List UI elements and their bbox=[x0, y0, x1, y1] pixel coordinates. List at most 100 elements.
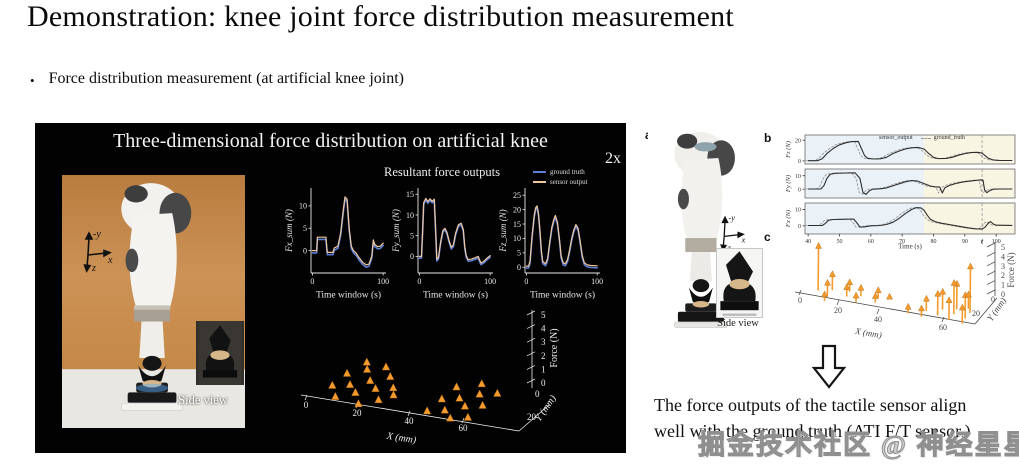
svg-text:15: 15 bbox=[406, 190, 414, 199]
svg-text:0: 0 bbox=[798, 224, 801, 230]
svg-text:Time window (s): Time window (s) bbox=[423, 290, 488, 300]
svg-text:3: 3 bbox=[541, 337, 546, 347]
conclusion-caption: The force outputs of the tactile sensor … bbox=[654, 392, 1019, 444]
svg-text:40: 40 bbox=[874, 315, 882, 324]
svg-text:20: 20 bbox=[972, 309, 980, 318]
svg-text:0: 0 bbox=[524, 277, 528, 286]
legend-label: ground truth bbox=[550, 168, 585, 176]
robot-experiment-photo: -y x z Side view bbox=[62, 175, 245, 428]
down-arrow-icon bbox=[812, 344, 846, 389]
svg-text:100: 100 bbox=[484, 277, 496, 286]
panel-b-label: b bbox=[764, 131, 772, 145]
panel-c-label: c bbox=[764, 230, 771, 244]
bullet-marker: • bbox=[30, 73, 35, 88]
svg-text:40: 40 bbox=[805, 239, 811, 245]
robot-arm-graphic bbox=[673, 131, 735, 328]
axis-label-y: -y bbox=[93, 229, 101, 240]
chart-fy-sum: 0 5 10 15 0 100 Fy_sum (N) Time window (s) bbox=[392, 180, 498, 299]
svg-text:X (mm): X (mm) bbox=[385, 431, 418, 447]
watermark-text: 掘金技术社区 @ 神经星星 bbox=[698, 430, 1019, 461]
svg-text:0: 0 bbox=[303, 246, 307, 255]
svg-text:0: 0 bbox=[798, 296, 802, 305]
figure-robot-photo: -y x z Side view bbox=[648, 126, 763, 338]
chart-force-distribution-3d: 0 20 40 60 5 4 3 2 1 0 0 20 X (mm) Y (mm) Force (N) bbox=[285, 298, 620, 450]
svg-text:100: 100 bbox=[992, 239, 1001, 245]
svg-text:20: 20 bbox=[353, 408, 363, 418]
svg-text:10: 10 bbox=[513, 234, 521, 243]
svg-text:Fz_sum (N): Fz_sum (N) bbox=[499, 209, 508, 252]
coordinate-axes-icon: -y x z bbox=[83, 229, 113, 273]
svg-text:5: 5 bbox=[1001, 243, 1005, 252]
svg-text:20: 20 bbox=[795, 138, 801, 144]
bullet-text: Force distribution measurement (at artif… bbox=[48, 70, 404, 87]
video-frame-panel: Three-dimensional force distribution on … bbox=[35, 123, 626, 453]
caption-line-2: well with the ground truth (ATI F/T sens… bbox=[654, 421, 971, 441]
legend-item: sensor_output bbox=[866, 135, 913, 141]
svg-text:80: 80 bbox=[931, 239, 937, 245]
svg-text:0: 0 bbox=[410, 252, 414, 261]
bullet-item: • Force distribution measurement (at art… bbox=[30, 70, 404, 92]
svg-text:Time window (s): Time window (s) bbox=[530, 290, 595, 300]
legend-label: ground_truth bbox=[933, 135, 966, 141]
axis-label-z: z bbox=[91, 263, 96, 273]
svg-text:20: 20 bbox=[513, 205, 521, 214]
robot-arm-graphic bbox=[120, 183, 192, 411]
svg-text:Time (s): Time (s) bbox=[898, 243, 922, 251]
svg-text:20: 20 bbox=[834, 306, 842, 315]
svg-text:10: 10 bbox=[795, 174, 801, 180]
svg-text:20: 20 bbox=[527, 412, 537, 422]
svg-text:0: 0 bbox=[517, 263, 521, 272]
svg-text:0: 0 bbox=[417, 277, 421, 286]
chart-svg-fz_sum: 0 5 10 15 20 25 0 100 Fz_sum (N) Time window (s) bbox=[499, 188, 603, 300]
legend-line-swatch bbox=[920, 137, 931, 139]
svg-text:Force (N): Force (N) bbox=[1006, 252, 1016, 287]
chart-force-quiver-3d: 0 20 40 60 5 4 3 2 1 0 0 20 X (mm) Y (mm) Force (N) bbox=[783, 240, 1019, 340]
svg-text:90: 90 bbox=[962, 239, 968, 245]
svg-text:0: 0 bbox=[535, 389, 540, 399]
plot-legend: ground truth sensor output bbox=[533, 168, 588, 186]
plots-title: Resultant force outputs bbox=[384, 165, 500, 179]
svg-text:5: 5 bbox=[303, 224, 307, 233]
legend-item: ground truth bbox=[533, 168, 588, 176]
axis-label-y: -y bbox=[729, 214, 736, 223]
legend-label: sensor_output bbox=[879, 135, 913, 141]
svg-text:Fz (N): Fz (N) bbox=[785, 141, 792, 159]
chart-fz-timeseries: 0 20 Fz (N) bbox=[783, 133, 1019, 166]
svg-text:60: 60 bbox=[939, 323, 947, 332]
svg-text:0: 0 bbox=[798, 159, 801, 165]
side-view-inset bbox=[196, 321, 244, 385]
legend-line-swatch bbox=[533, 181, 546, 183]
knee-device-graphic bbox=[198, 321, 242, 385]
svg-text:0: 0 bbox=[1001, 290, 1005, 299]
svg-text:Fx (N): Fx (N) bbox=[785, 210, 792, 228]
svg-text:50: 50 bbox=[836, 239, 842, 245]
svg-text:60: 60 bbox=[459, 423, 469, 433]
svg-text:4: 4 bbox=[541, 324, 546, 334]
axis-label-x: x bbox=[107, 255, 113, 266]
svg-text:5: 5 bbox=[517, 249, 521, 258]
legend-item: sensor output bbox=[533, 178, 588, 186]
svg-text:Y (mm): Y (mm) bbox=[985, 296, 1008, 323]
chart-fz-sum: 0 5 10 15 20 25 0 100 Fz_sum (N) Time window (s) bbox=[499, 180, 605, 299]
svg-text:Time window (s): Time window (s) bbox=[316, 290, 381, 300]
legend-item: ground_truth bbox=[920, 135, 966, 141]
svg-text:0: 0 bbox=[991, 295, 995, 304]
svg-text:0: 0 bbox=[541, 378, 546, 388]
legend-line-swatch bbox=[533, 171, 546, 173]
svg-text:0: 0 bbox=[310, 277, 314, 286]
svg-text:2: 2 bbox=[1001, 271, 1005, 280]
svg-text:5: 5 bbox=[410, 231, 414, 240]
svg-text:4: 4 bbox=[1001, 252, 1005, 261]
axis-label-x: x bbox=[741, 235, 746, 244]
svg-text:Fx_sum (N): Fx_sum (N) bbox=[285, 209, 294, 253]
svg-text:100: 100 bbox=[591, 277, 603, 286]
knee-device-graphic bbox=[720, 251, 759, 316]
svg-text:Force (N): Force (N) bbox=[549, 328, 560, 367]
side-view-label: Side view bbox=[178, 393, 228, 407]
